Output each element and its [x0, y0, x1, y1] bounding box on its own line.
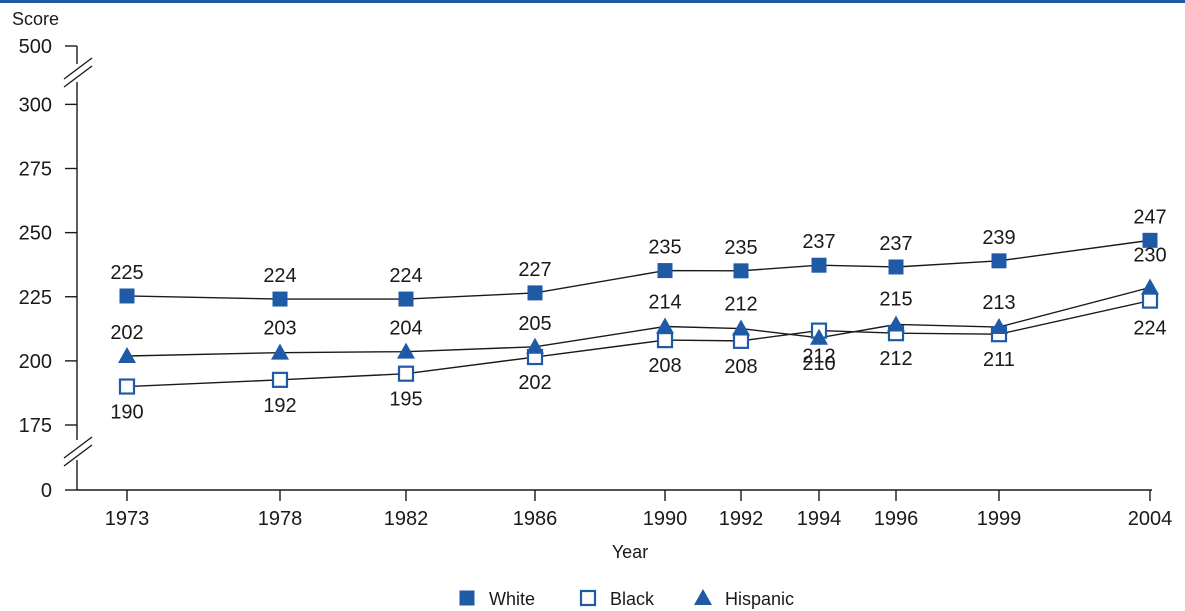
- marker-hispanic-2004: [1141, 278, 1159, 295]
- marker-hispanic-1996: [887, 315, 905, 332]
- marker-black-1992: [732, 332, 750, 349]
- data-label-white-1999: 239: [982, 227, 1015, 249]
- x-tick-label-1999: 1999: [977, 508, 1022, 530]
- marker-hispanic-1982: [397, 342, 415, 359]
- y-axis-break-mark-top-1: [63, 57, 93, 80]
- data-label-black-1986: 202: [518, 372, 551, 394]
- marker-hispanic-1994: [810, 328, 828, 345]
- x-tick-label-1996: 1996: [874, 508, 919, 530]
- x-tick-label-1978: 1978: [258, 508, 303, 530]
- data-labels: 225 224 224 227 235 235 237 237 239 247 190 192 195 2…: [110, 206, 1166, 423]
- data-label-white-1990: 235: [648, 237, 681, 259]
- marker-hispanic-1978: [271, 343, 289, 360]
- series-line-hispanic: [126, 286, 1151, 357]
- x-tick-label-1973: 1973: [105, 508, 150, 530]
- y-tick-label-0: 0: [41, 480, 52, 502]
- y-axis-break-mark-bottom-1: [63, 436, 93, 459]
- marker-white-1992: [733, 263, 749, 279]
- marker-hispanic-1986: [526, 337, 544, 354]
- marker-hispanic-1973: [118, 347, 136, 364]
- data-label-white-1986: 227: [518, 259, 551, 281]
- marker-white-1994: [811, 257, 827, 273]
- x-tick-label-1992: 1992: [719, 508, 764, 530]
- data-label-hispanic-1990: 214: [648, 292, 681, 314]
- marker-white-1973: [119, 288, 135, 304]
- data-label-hispanic-1982: 204: [389, 318, 422, 340]
- data-label-hispanic-1986: 205: [518, 313, 551, 335]
- marker-black-2004: [1141, 292, 1159, 309]
- data-label-white-1992: 235: [724, 237, 757, 259]
- marker-white-1982: [398, 291, 414, 307]
- marker-white-1996: [888, 259, 904, 275]
- legend-marker-hispanic: [694, 589, 712, 605]
- x-tick-label-1990: 1990: [643, 508, 688, 530]
- series-markers: [118, 232, 1159, 395]
- legend-label-white: White: [489, 589, 535, 609]
- data-label-black-1973: 190: [110, 402, 143, 424]
- y-tick-label-300: 300: [19, 94, 52, 116]
- top-accent-bar: [0, 0, 1185, 3]
- x-axis-title: Year: [612, 542, 648, 562]
- x-tick-label-1986: 1986: [513, 508, 558, 530]
- data-label-black-1992: 208: [724, 356, 757, 378]
- series-lines: [126, 239, 1151, 388]
- data-label-black-1990: 208: [648, 355, 681, 377]
- legend-label-hispanic: Hispanic: [725, 589, 794, 609]
- legend-marker-black: [579, 589, 597, 607]
- x-tick-label-1982: 1982: [384, 508, 429, 530]
- y-tick-label-500: 500: [19, 36, 52, 58]
- data-label-black-1996: 212: [879, 348, 912, 370]
- data-label-black-1994: 212: [802, 346, 835, 368]
- y-tick-label-250: 250: [19, 223, 52, 245]
- data-label-hispanic-1973: 202: [110, 322, 143, 344]
- legend: White Black Hispanic: [459, 589, 794, 609]
- y-axis-break-mark-bottom-2: [63, 444, 93, 467]
- x-tick-label-1994: 1994: [797, 508, 842, 530]
- marker-white-1990: [657, 263, 673, 279]
- y-tick-label-225: 225: [19, 287, 52, 309]
- data-label-white-2004: 247: [1133, 206, 1166, 228]
- y-tick-label-275: 275: [19, 159, 52, 181]
- marker-hispanic-1990: [656, 317, 674, 334]
- legend-marker-white: [459, 590, 475, 606]
- y-tick-label-175: 175: [19, 415, 52, 437]
- data-label-white-1973: 225: [110, 262, 143, 284]
- data-label-white-1978: 224: [263, 265, 296, 287]
- data-label-white-1994: 237: [802, 231, 835, 253]
- marker-white-1978: [272, 291, 288, 307]
- marker-black-1978: [271, 371, 289, 388]
- data-label-white-1982: 224: [389, 265, 422, 287]
- y-axis-break-mark-top-2: [63, 65, 93, 88]
- marker-white-1999: [991, 253, 1007, 269]
- marker-black-1982: [397, 365, 415, 382]
- axes: 0 175 200 225 250 275 300 500 1973 1978 1982 1986 19…: [19, 36, 1173, 530]
- marker-black-1973: [118, 378, 136, 395]
- marker-hispanic-1992: [732, 319, 750, 336]
- data-label-hispanic-2004: 230: [1133, 245, 1166, 267]
- x-tick-label-2004: 2004: [1128, 508, 1173, 530]
- data-label-black-1978: 192: [263, 395, 296, 417]
- marker-hispanic-1999: [990, 318, 1008, 335]
- data-label-hispanic-1992: 212: [724, 294, 757, 316]
- data-label-hispanic-1999: 213: [982, 292, 1015, 314]
- data-label-black-1982: 195: [389, 389, 422, 411]
- series-line-white: [126, 239, 1151, 300]
- marker-white-1986: [527, 285, 543, 301]
- series-line-black: [126, 299, 1151, 388]
- data-label-black-1999: 211: [983, 349, 1015, 371]
- data-label-hispanic-1996: 215: [879, 288, 912, 310]
- marker-white-2004: [1142, 232, 1158, 248]
- marker-black-1990: [656, 331, 674, 349]
- data-label-hispanic-1978: 203: [263, 318, 296, 340]
- legend-label-black: Black: [610, 589, 655, 609]
- data-label-white-1996: 237: [879, 233, 912, 255]
- data-label-black-2004: 224: [1133, 318, 1166, 340]
- y-tick-label-200: 200: [19, 351, 52, 373]
- data-label-hispanic-1994: 210: [802, 353, 835, 375]
- y-axis-title: Score: [12, 9, 59, 29]
